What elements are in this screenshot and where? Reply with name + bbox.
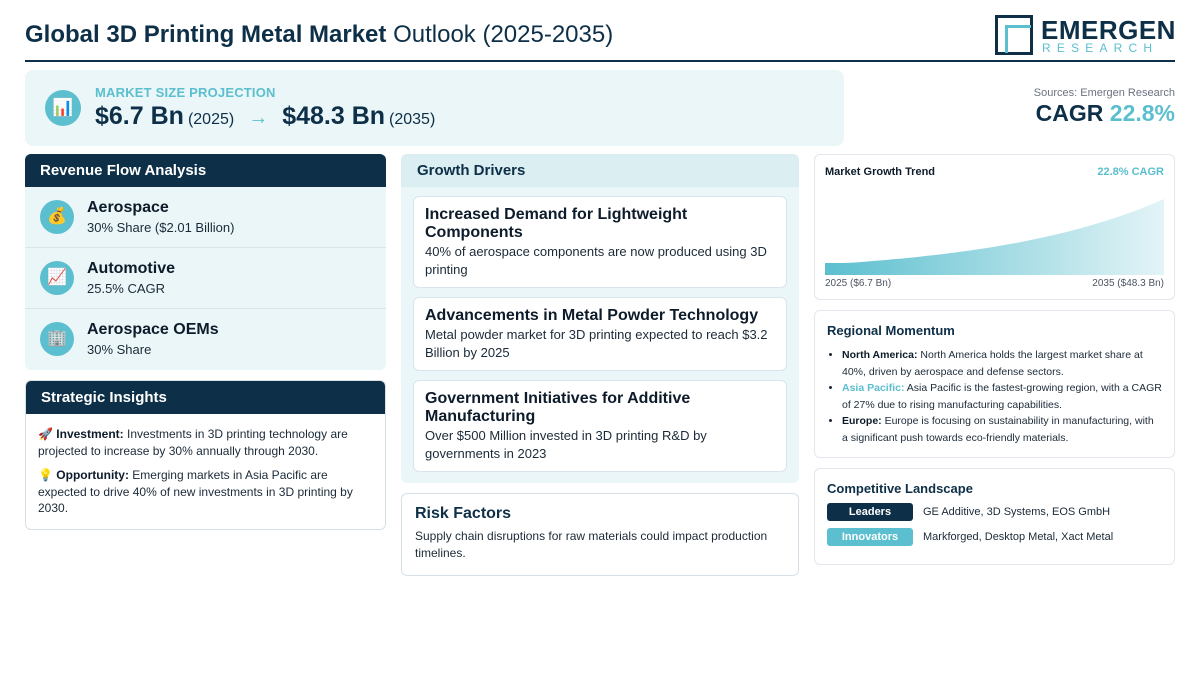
- trend-start-label: 2025 ($6.7 Bn): [825, 278, 892, 289]
- revenue-item-detail: 30% Share: [87, 342, 152, 357]
- end-year: (2035): [389, 111, 436, 128]
- trend-area: [825, 199, 1164, 275]
- logo-word: EMERGEN: [1041, 15, 1176, 45]
- end-value: $48.3 Bn: [282, 102, 386, 130]
- revenue-item: 📈 Automotive 25.5% CAGR: [25, 248, 386, 309]
- driver-title: Government Initiatives for Additive Manu…: [425, 390, 691, 425]
- leaders-badge: Leaders: [827, 503, 913, 521]
- market-size-projection: 📊 MARKET SIZE PROJECTION $6.7 Bn (2025) → $…: [25, 70, 844, 146]
- region-name: Asia Pacific:: [842, 382, 905, 394]
- region-name: Europe:: [842, 415, 882, 427]
- risk-factors-title: Risk Factors: [415, 505, 512, 522]
- risk-factors-text: Supply chain disruptions for raw materia…: [415, 529, 768, 560]
- driver-card: Government Initiatives for Additive Manu…: [413, 380, 787, 472]
- sources-text: Sources: Emergen Research: [1033, 87, 1175, 99]
- rocket-icon: 🚀: [38, 427, 53, 441]
- money-bag-icon: 💰: [40, 200, 74, 234]
- region-text: North America holds the largest market s…: [842, 349, 1143, 378]
- page-title-rest: Outlook (2025-2035): [393, 21, 614, 48]
- left-column: Revenue Flow Analysis 💰 Aerospace 30% Sh…: [25, 154, 386, 530]
- competitive-landscape-panel: Competitive Landscape Leaders GE Additiv…: [814, 468, 1175, 565]
- market-growth-trend-chart: Market Growth Trend 22.8% CAGR 2025 ($6.…: [814, 154, 1175, 300]
- revenue-flow-title: Revenue Flow Analysis: [25, 154, 386, 187]
- competitive-landscape-title: Competitive Landscape: [827, 481, 973, 496]
- region-list: North America: North America holds the l…: [827, 347, 1162, 446]
- innovators-row: Innovators Markforged, Desktop Metal, Xa…: [827, 528, 1162, 546]
- revenue-item: 🏢 Aerospace OEMs 30% Share: [25, 309, 386, 370]
- risk-factors-panel: Risk Factors Supply chain disruptions fo…: [401, 493, 799, 576]
- trend-up-icon: 📈: [40, 261, 74, 295]
- driver-text: Metal powder market for 3D printing expe…: [425, 327, 768, 360]
- revenue-item: 💰 Aerospace 30% Share ($2.01 Billion): [25, 187, 386, 248]
- region-item: Europe: Europe is focusing on sustainabi…: [842, 413, 1162, 446]
- revenue-item-name: Aerospace OEMs: [87, 321, 219, 338]
- insight-label: Opportunity:: [56, 468, 129, 482]
- growth-drivers-title: Growth Drivers: [401, 154, 799, 187]
- revenue-item-name: Aerospace: [87, 199, 169, 216]
- insight-label: Investment:: [56, 427, 124, 441]
- revenue-flow-panel: Revenue Flow Analysis 💰 Aerospace 30% Sh…: [25, 154, 386, 370]
- regional-momentum-panel: Regional Momentum North America: North A…: [814, 310, 1175, 458]
- projection-label: MARKET SIZE PROJECTION: [95, 85, 276, 100]
- cagr-summary: Sources: Emergen Research CAGR 22.8%: [1034, 87, 1175, 127]
- driver-text: 40% of aerospace components are now prod…: [425, 244, 767, 277]
- insight-text: Emerging markets in Asia Pacific are exp…: [38, 468, 353, 515]
- emergen-logo: EMERGEN RESEARCH: [995, 14, 1175, 56]
- driver-text: Over $500 Million invested in 3D printin…: [425, 428, 707, 461]
- trend-cagr: 22.8% CAGR: [1097, 166, 1164, 178]
- page-header: Global 3D Printing Metal Market Outlook …: [25, 12, 1175, 62]
- bar-chart-icon: 📊: [45, 90, 81, 126]
- page-title: Global 3D Printing Metal Market Outlook …: [25, 21, 613, 49]
- cagr-headline: CAGR 22.8%: [1034, 100, 1175, 127]
- start-value: $6.7 Bn: [95, 102, 184, 130]
- page-title-bold: Global 3D Printing Metal Market: [25, 21, 387, 48]
- driver-card: Increased Demand for Lightweight Compone…: [413, 196, 787, 288]
- revenue-item-detail: 30% Share ($2.01 Billion): [87, 220, 235, 235]
- projection-values: $6.7 Bn (2025) → $48.3 Bn (2035): [95, 102, 435, 131]
- regional-momentum-title: Regional Momentum: [827, 323, 955, 338]
- strategic-insights-title: Strategic Insights: [26, 381, 385, 414]
- trend-end-label: 2035 ($48.3 Bn): [1092, 278, 1164, 289]
- insight-investment: 🚀 Investment: Investments in 3D printing…: [38, 426, 373, 459]
- start-year: (2025): [187, 111, 235, 128]
- region-item: North America: North America holds the l…: [842, 347, 1162, 380]
- revenue-item-name: Automotive: [87, 260, 175, 277]
- region-text: Europe is focusing on sustainability in …: [842, 415, 1154, 444]
- growth-drivers-panel: Growth Drivers Increased Demand for Ligh…: [401, 154, 799, 483]
- revenue-item-detail: 25.5% CAGR: [87, 281, 166, 296]
- trend-title: Market Growth Trend: [825, 166, 936, 178]
- innovators-list: Markforged, Desktop Metal, Xact Metal: [923, 531, 1114, 543]
- innovators-badge: Innovators: [827, 528, 913, 546]
- office-building-icon: 🏢: [40, 322, 74, 356]
- logo-subword: RESEARCH: [1042, 41, 1159, 55]
- cagr-label: CAGR: [1035, 100, 1104, 126]
- strategic-insights-panel: Strategic Insights 🚀 Investment: Investm…: [25, 380, 386, 530]
- driver-title: Increased Demand for Lightweight Compone…: [425, 206, 688, 241]
- arrow-right-icon: →: [248, 107, 269, 129]
- leaders-row: Leaders GE Additive, 3D Systems, EOS Gmb…: [827, 503, 1162, 521]
- logo-mark-icon: [995, 15, 1033, 55]
- lightbulb-icon: 💡: [38, 468, 53, 482]
- region-name: North America:: [842, 349, 918, 361]
- leaders-list: GE Additive, 3D Systems, EOS GmbH: [923, 506, 1111, 518]
- trend-area-chart: [825, 199, 1164, 275]
- region-text: Asia Pacific is the fastest-growing regi…: [842, 382, 1162, 411]
- driver-title: Advancements in Metal Powder Technology: [425, 307, 759, 324]
- middle-column: Growth Drivers Increased Demand for Ligh…: [401, 154, 799, 576]
- region-item: Asia Pacific: Asia Pacific is the fastes…: [842, 380, 1162, 413]
- cagr-value: 22.8%: [1109, 100, 1175, 126]
- right-column: Market Growth Trend 22.8% CAGR 2025 ($6.…: [814, 154, 1175, 565]
- driver-card: Advancements in Metal Powder Technology …: [413, 297, 787, 371]
- insight-opportunity: 💡 Opportunity: Emerging markets in Asia …: [38, 467, 373, 517]
- insight-text: Investments in 3D printing technology ar…: [38, 427, 348, 458]
